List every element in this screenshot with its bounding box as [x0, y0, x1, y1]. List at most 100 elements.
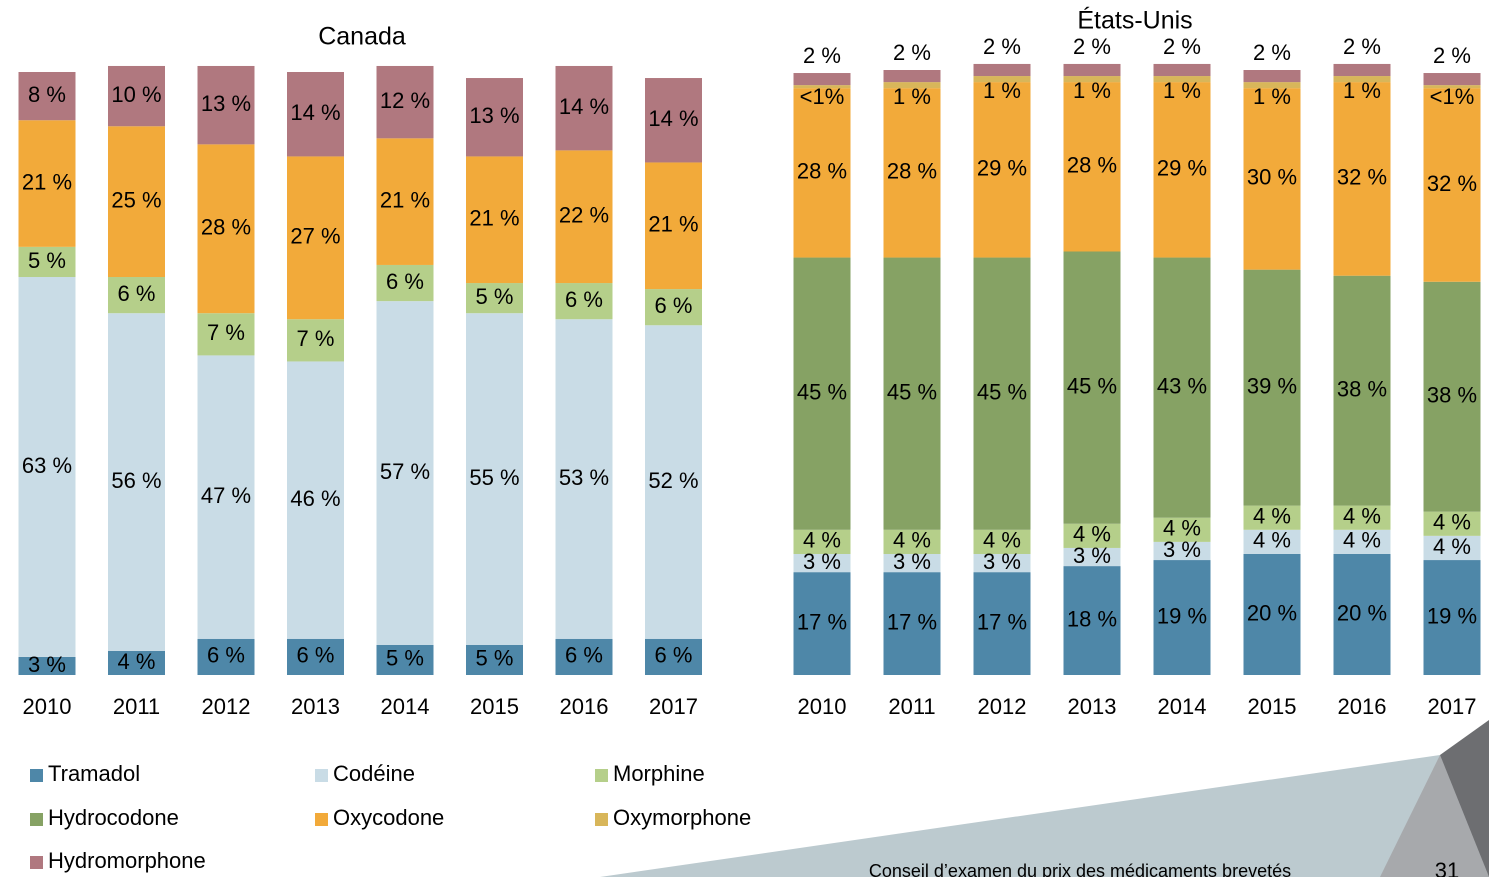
bar-segment: [1243, 70, 1301, 83]
bar-segment: [793, 257, 851, 530]
data-label: 6 %: [297, 643, 335, 668]
legend-label: Morphine: [613, 761, 705, 786]
bar-segment: [793, 73, 851, 86]
x-tick-label: 2011: [888, 694, 935, 719]
legend-label: Tramadol: [48, 761, 140, 786]
data-label: 43 %: [1157, 373, 1207, 398]
data-label: 3 %: [983, 549, 1021, 574]
data-label: 57 %: [380, 459, 430, 484]
data-label: 13 %: [201, 91, 251, 116]
data-label: 6 %: [655, 643, 693, 668]
bar-segment: [973, 76, 1031, 83]
data-label: 1 %: [983, 78, 1021, 103]
data-label: 4 %: [803, 528, 841, 553]
bar-segment: [1333, 554, 1391, 675]
data-label: 28 %: [1067, 153, 1117, 178]
bar-segment: [973, 82, 1031, 258]
bar-segment: [883, 70, 941, 83]
bar-segment: [883, 82, 941, 89]
bar-segment: [645, 162, 702, 290]
bar-segment: [1153, 82, 1211, 258]
chart-title: États-Unis: [1077, 6, 1192, 35]
bar-segment: [645, 638, 702, 675]
data-label: 20 %: [1247, 600, 1297, 625]
bar-segment: [973, 572, 1031, 675]
data-label: <1%: [1430, 84, 1475, 109]
data-label: 21 %: [380, 187, 430, 212]
data-label: 6 %: [655, 293, 693, 318]
data-label: 4 %: [1253, 528, 1291, 553]
decor: [600, 755, 1489, 877]
bar-segment: [18, 656, 76, 675]
data-label: 55 %: [469, 465, 519, 490]
bar-segment: [1243, 82, 1301, 89]
x-tick-label: 2012: [978, 694, 1027, 719]
chart-title: Canada: [318, 23, 406, 51]
bar-segment: [108, 277, 165, 314]
legend-label: Oxycodone: [333, 805, 444, 830]
bar-segment: [1243, 505, 1301, 530]
bar-segment: [18, 277, 76, 657]
data-label: 22 %: [559, 203, 609, 228]
legend-label: Hydrocodone: [48, 805, 179, 830]
data-label: 18 %: [1067, 606, 1117, 631]
bar-segment: [108, 126, 165, 278]
legend-swatch: [30, 813, 43, 826]
data-label: 2 %: [1163, 34, 1201, 59]
bar-segment: [108, 650, 165, 675]
data-label: 2 %: [803, 43, 841, 68]
bar-segment: [197, 313, 255, 356]
bar-segment: [645, 78, 702, 163]
bar-segment: [883, 554, 941, 573]
data-label: 28 %: [201, 215, 251, 240]
data-label: 39 %: [1247, 373, 1297, 398]
bar-segment: [645, 289, 702, 326]
bar-segment: [376, 138, 434, 265]
data-label: 17 %: [977, 609, 1027, 634]
bar-segment: [466, 283, 523, 314]
bar-segment: [466, 156, 523, 284]
bar-segment: [18, 72, 76, 121]
bar-segment: [1423, 85, 1481, 89]
data-label: 29 %: [1157, 156, 1207, 181]
data-label: 21 %: [469, 206, 519, 231]
bar-segment: [793, 529, 851, 554]
bar-segment: [287, 361, 344, 639]
data-label: 4 %: [983, 528, 1021, 553]
x-tick-label: 2013: [1068, 694, 1117, 719]
bar-segment: [1063, 82, 1121, 252]
data-label: <1%: [800, 84, 845, 109]
bar-segment: [645, 325, 702, 639]
bar-segment: [793, 554, 851, 573]
bar-segment: [466, 313, 523, 645]
data-label: 4 %: [893, 528, 931, 553]
data-label: 1 %: [1343, 78, 1381, 103]
x-tick-label: 2017: [1428, 694, 1477, 719]
data-label: 20 %: [1337, 600, 1387, 625]
bar-segment: [793, 88, 851, 258]
data-label: 7 %: [207, 320, 245, 345]
data-label: 3 %: [1163, 537, 1201, 562]
bar-segment: [1153, 76, 1211, 83]
bar-segment: [1063, 76, 1121, 83]
bar-segment: [1423, 88, 1481, 282]
data-label: 2 %: [1433, 43, 1471, 68]
bar-segment: [1063, 251, 1121, 524]
bar-segment: [287, 156, 344, 320]
data-label: 6 %: [207, 643, 245, 668]
bar-segment: [1333, 76, 1391, 83]
data-label: 28 %: [887, 159, 937, 184]
bar-segment: [1063, 566, 1121, 675]
legend-label: Codéine: [333, 761, 415, 786]
data-label: 3 %: [28, 652, 66, 677]
legend-swatch: [30, 769, 43, 782]
data-label: 10 %: [111, 82, 161, 107]
data-label: 6 %: [118, 281, 156, 306]
data-label: 38 %: [1337, 376, 1387, 401]
data-label: 1 %: [1073, 78, 1111, 103]
legend-label: Hydromorphone: [48, 848, 206, 873]
x-tick-label: 2014: [1158, 694, 1207, 719]
data-label: 4 %: [1163, 516, 1201, 541]
bar-segment: [1423, 511, 1481, 536]
x-tick-label: 2017: [649, 694, 698, 719]
